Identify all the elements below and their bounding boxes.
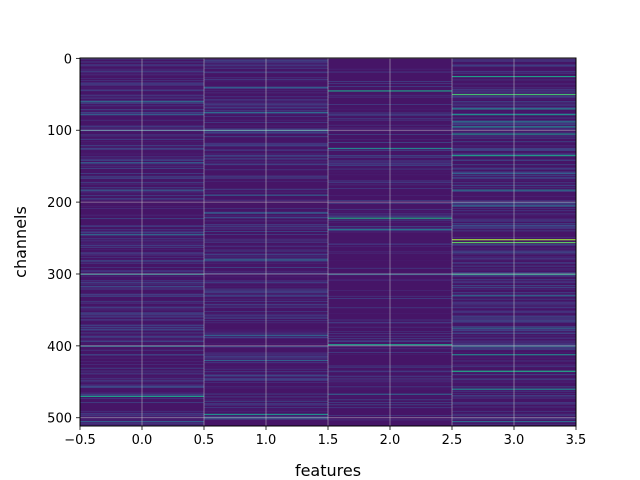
x-tick-label: −0.5 — [64, 433, 96, 448]
x-tick-label: 2.0 — [380, 433, 401, 448]
x-tick-label: 0.0 — [132, 433, 153, 448]
x-tick-label: 0.5 — [194, 433, 215, 448]
x-tick-label: 1.0 — [256, 433, 277, 448]
x-axis-ticks: −0.5 0.0 0.5 1.0 1.5 2.0 2.5 3.0 3.5 — [64, 426, 586, 448]
x-tick-label: 2.5 — [442, 433, 463, 448]
y-tick-label: 500 — [47, 412, 72, 427]
x-tick-label: 3.5 — [566, 433, 587, 448]
y-axis-ticks: 0 100 200 300 400 500 — [47, 52, 80, 427]
x-axis-label: features — [295, 461, 361, 480]
y-tick-label: 0 — [64, 52, 72, 67]
x-tick-label: 1.5 — [318, 433, 339, 448]
y-tick-label: 100 — [47, 124, 72, 139]
y-tick-label: 400 — [47, 340, 72, 355]
x-tick-label: 3.0 — [504, 433, 525, 448]
y-tick-label: 200 — [47, 196, 72, 211]
y-axis-label: channels — [11, 206, 30, 278]
y-tick-label: 300 — [47, 268, 72, 283]
